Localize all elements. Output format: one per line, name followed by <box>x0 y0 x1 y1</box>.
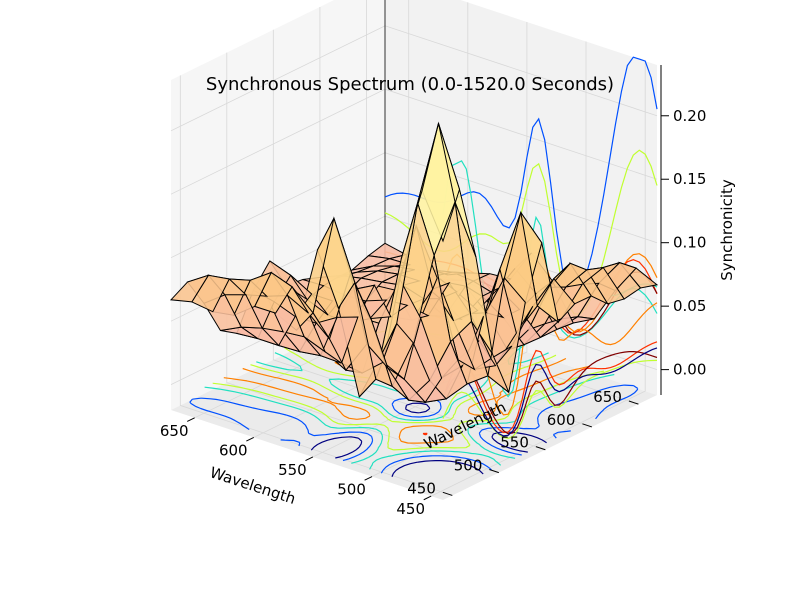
grid-line-x <box>312 22 528 458</box>
axis-ticks: 450 500 550 600 650 450 500 550 600 650 0.00 0.05 0.… <box>160 65 706 518</box>
wall-profile-x <box>442 341 658 434</box>
surface-patch <box>169 274 210 303</box>
floor-contour <box>310 402 547 478</box>
grid-line-y <box>179 75 453 496</box>
floor-contour <box>204 344 615 470</box>
chart-title: Synchronous Spectrum (0.0-1520.0 Seconds… <box>206 74 614 95</box>
y-tick-label: 450 <box>407 479 436 497</box>
y-tick <box>582 423 593 428</box>
z-tick-label: 0.00 <box>673 361 706 379</box>
x-tick-label: 600 <box>219 441 248 459</box>
y-tick <box>535 446 546 451</box>
x-tick-label: 450 <box>396 500 425 518</box>
floor-pane <box>171 305 657 500</box>
x-tick <box>305 456 314 462</box>
y-tick-label: 550 <box>500 434 529 452</box>
y-tick <box>442 491 453 496</box>
z-axis-label: Synchronicity <box>718 179 736 281</box>
z-tick-label: 0.20 <box>673 107 706 125</box>
wall-profile-x <box>442 351 658 435</box>
x-tick <box>246 436 255 442</box>
surface-mesh <box>169 121 659 404</box>
y-tick-label: 500 <box>454 456 483 474</box>
wall-profile-x <box>442 347 658 437</box>
y-tick <box>489 469 499 474</box>
wall-profile-x <box>442 359 658 440</box>
x-tick <box>186 417 195 422</box>
grid-line-y <box>272 29 546 451</box>
x-tick-label: 500 <box>337 481 366 499</box>
y-tick <box>628 400 639 405</box>
floor-contour <box>189 384 639 474</box>
y-tick-label: 600 <box>547 411 576 429</box>
z-tick-label: 0.15 <box>673 170 706 188</box>
x-tick <box>364 476 373 481</box>
x-tick <box>423 495 432 501</box>
grid-line-x <box>371 41 587 477</box>
x-tick-label: 650 <box>160 422 189 440</box>
z-tick-label: 0.05 <box>673 297 706 315</box>
x-tick-label: 550 <box>278 461 307 479</box>
floor-contour <box>422 432 428 436</box>
z-tick-label: 0.10 <box>673 234 706 252</box>
grid-line-x <box>431 61 646 497</box>
y-tick-label: 650 <box>593 388 622 406</box>
